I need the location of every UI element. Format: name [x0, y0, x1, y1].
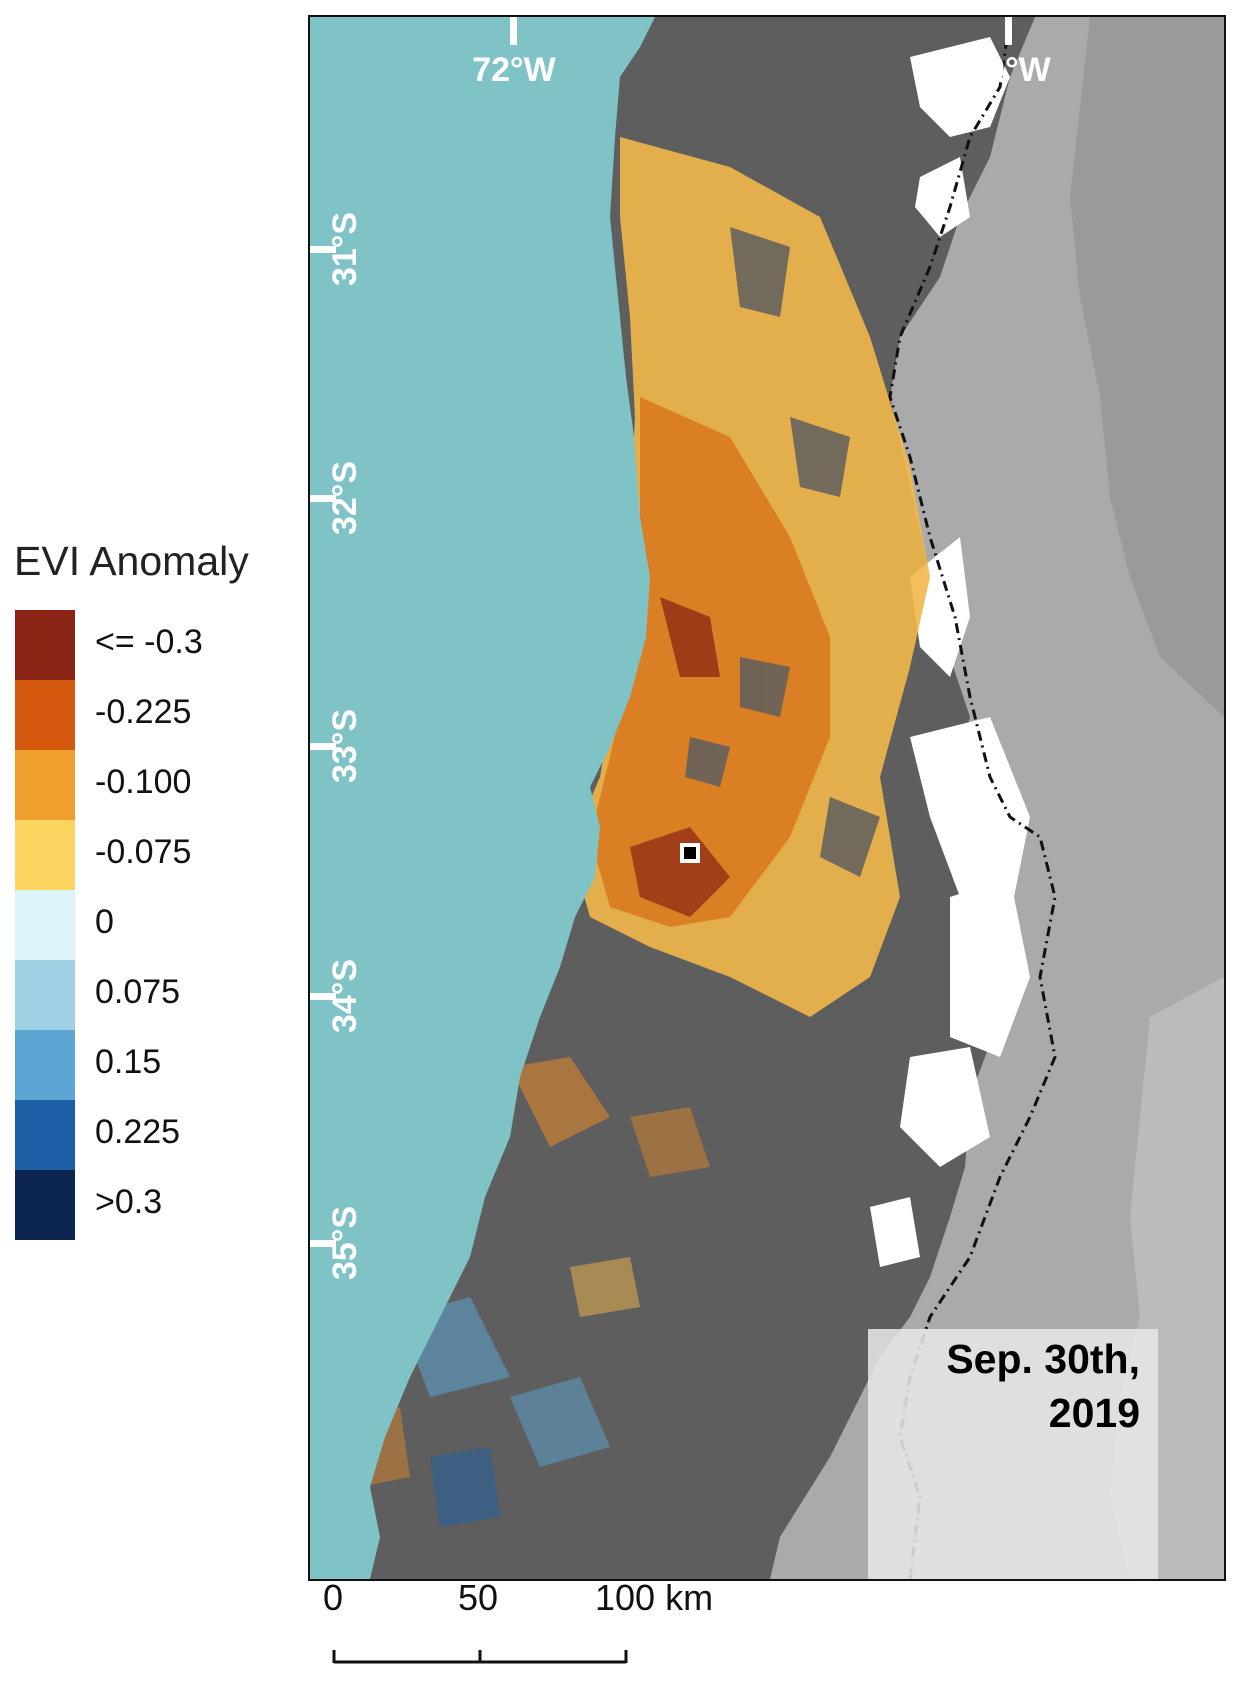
date-label-line1: Sep. 30th,: [946, 1336, 1140, 1382]
legend-swatch: [15, 610, 75, 680]
latitude-label: 35°S: [326, 1206, 364, 1280]
legend-swatch: [15, 1170, 75, 1240]
legend-label: <= -0.3: [95, 623, 203, 661]
longitude-tick: [1005, 17, 1012, 45]
scale-bar: [332, 1650, 628, 1664]
ocean: [310, 17, 655, 1579]
legend-swatch: [15, 680, 75, 750]
legend-label: 0.15: [95, 1043, 162, 1081]
date-label-line2: 2019: [1049, 1390, 1140, 1436]
latitude-tick: [310, 246, 336, 253]
latitude-label: 32°S: [326, 461, 364, 535]
scale-label: 0: [323, 1577, 344, 1618]
scale-label: 100 km: [595, 1577, 714, 1618]
latitude-label: 34°S: [326, 959, 364, 1033]
study-site-marker[interactable]: [680, 843, 700, 863]
relief-texture: [1070, 17, 1224, 717]
latitude-tick: [310, 495, 336, 502]
legend-swatch: [15, 820, 75, 890]
legend-swatch: [15, 1100, 75, 1170]
land-gaps: [685, 227, 880, 877]
legend-label: -0.075: [95, 833, 192, 871]
legend-label: 0: [95, 903, 114, 941]
legend-title: EVI Anomaly: [14, 538, 249, 584]
latitude-tick: [310, 1240, 336, 1247]
legend-swatch: [15, 750, 75, 820]
legend-label: >0.3: [95, 1183, 163, 1221]
legend-label: 0.075: [95, 973, 181, 1011]
date-box: [868, 1329, 1158, 1579]
map-canvas: 72°W 70°W 31°S 32°S 33°S 34°S 35°S Sep. …: [310, 17, 1224, 1579]
latitude-label: 33°S: [326, 709, 364, 783]
legend-label: -0.100: [95, 763, 192, 801]
latitude-label: 31°S: [326, 212, 364, 286]
legend-label: 0.225: [95, 1113, 181, 1151]
legend-label: -0.225: [95, 693, 192, 731]
legend-swatch: [15, 960, 75, 1030]
latitude-tick: [310, 993, 336, 1000]
longitude-tick: [510, 17, 517, 45]
scale-label: 50: [458, 1577, 499, 1618]
national-border: [888, 17, 1057, 1579]
legend-swatch: [15, 1030, 75, 1100]
map-frame[interactable]: 72°W 70°W 31°S 32°S 33°S 34°S 35°S Sep. …: [308, 15, 1226, 1581]
legend-swatch: [15, 890, 75, 960]
anomaly-zone-darkred: [630, 827, 730, 917]
snow-patches: [870, 37, 1030, 1267]
longitude-label: 72°W: [472, 51, 556, 89]
longitude-label: 70°W: [967, 51, 1051, 89]
latitude-tick: [310, 743, 336, 750]
anomaly-zone-darkred: [660, 597, 720, 677]
